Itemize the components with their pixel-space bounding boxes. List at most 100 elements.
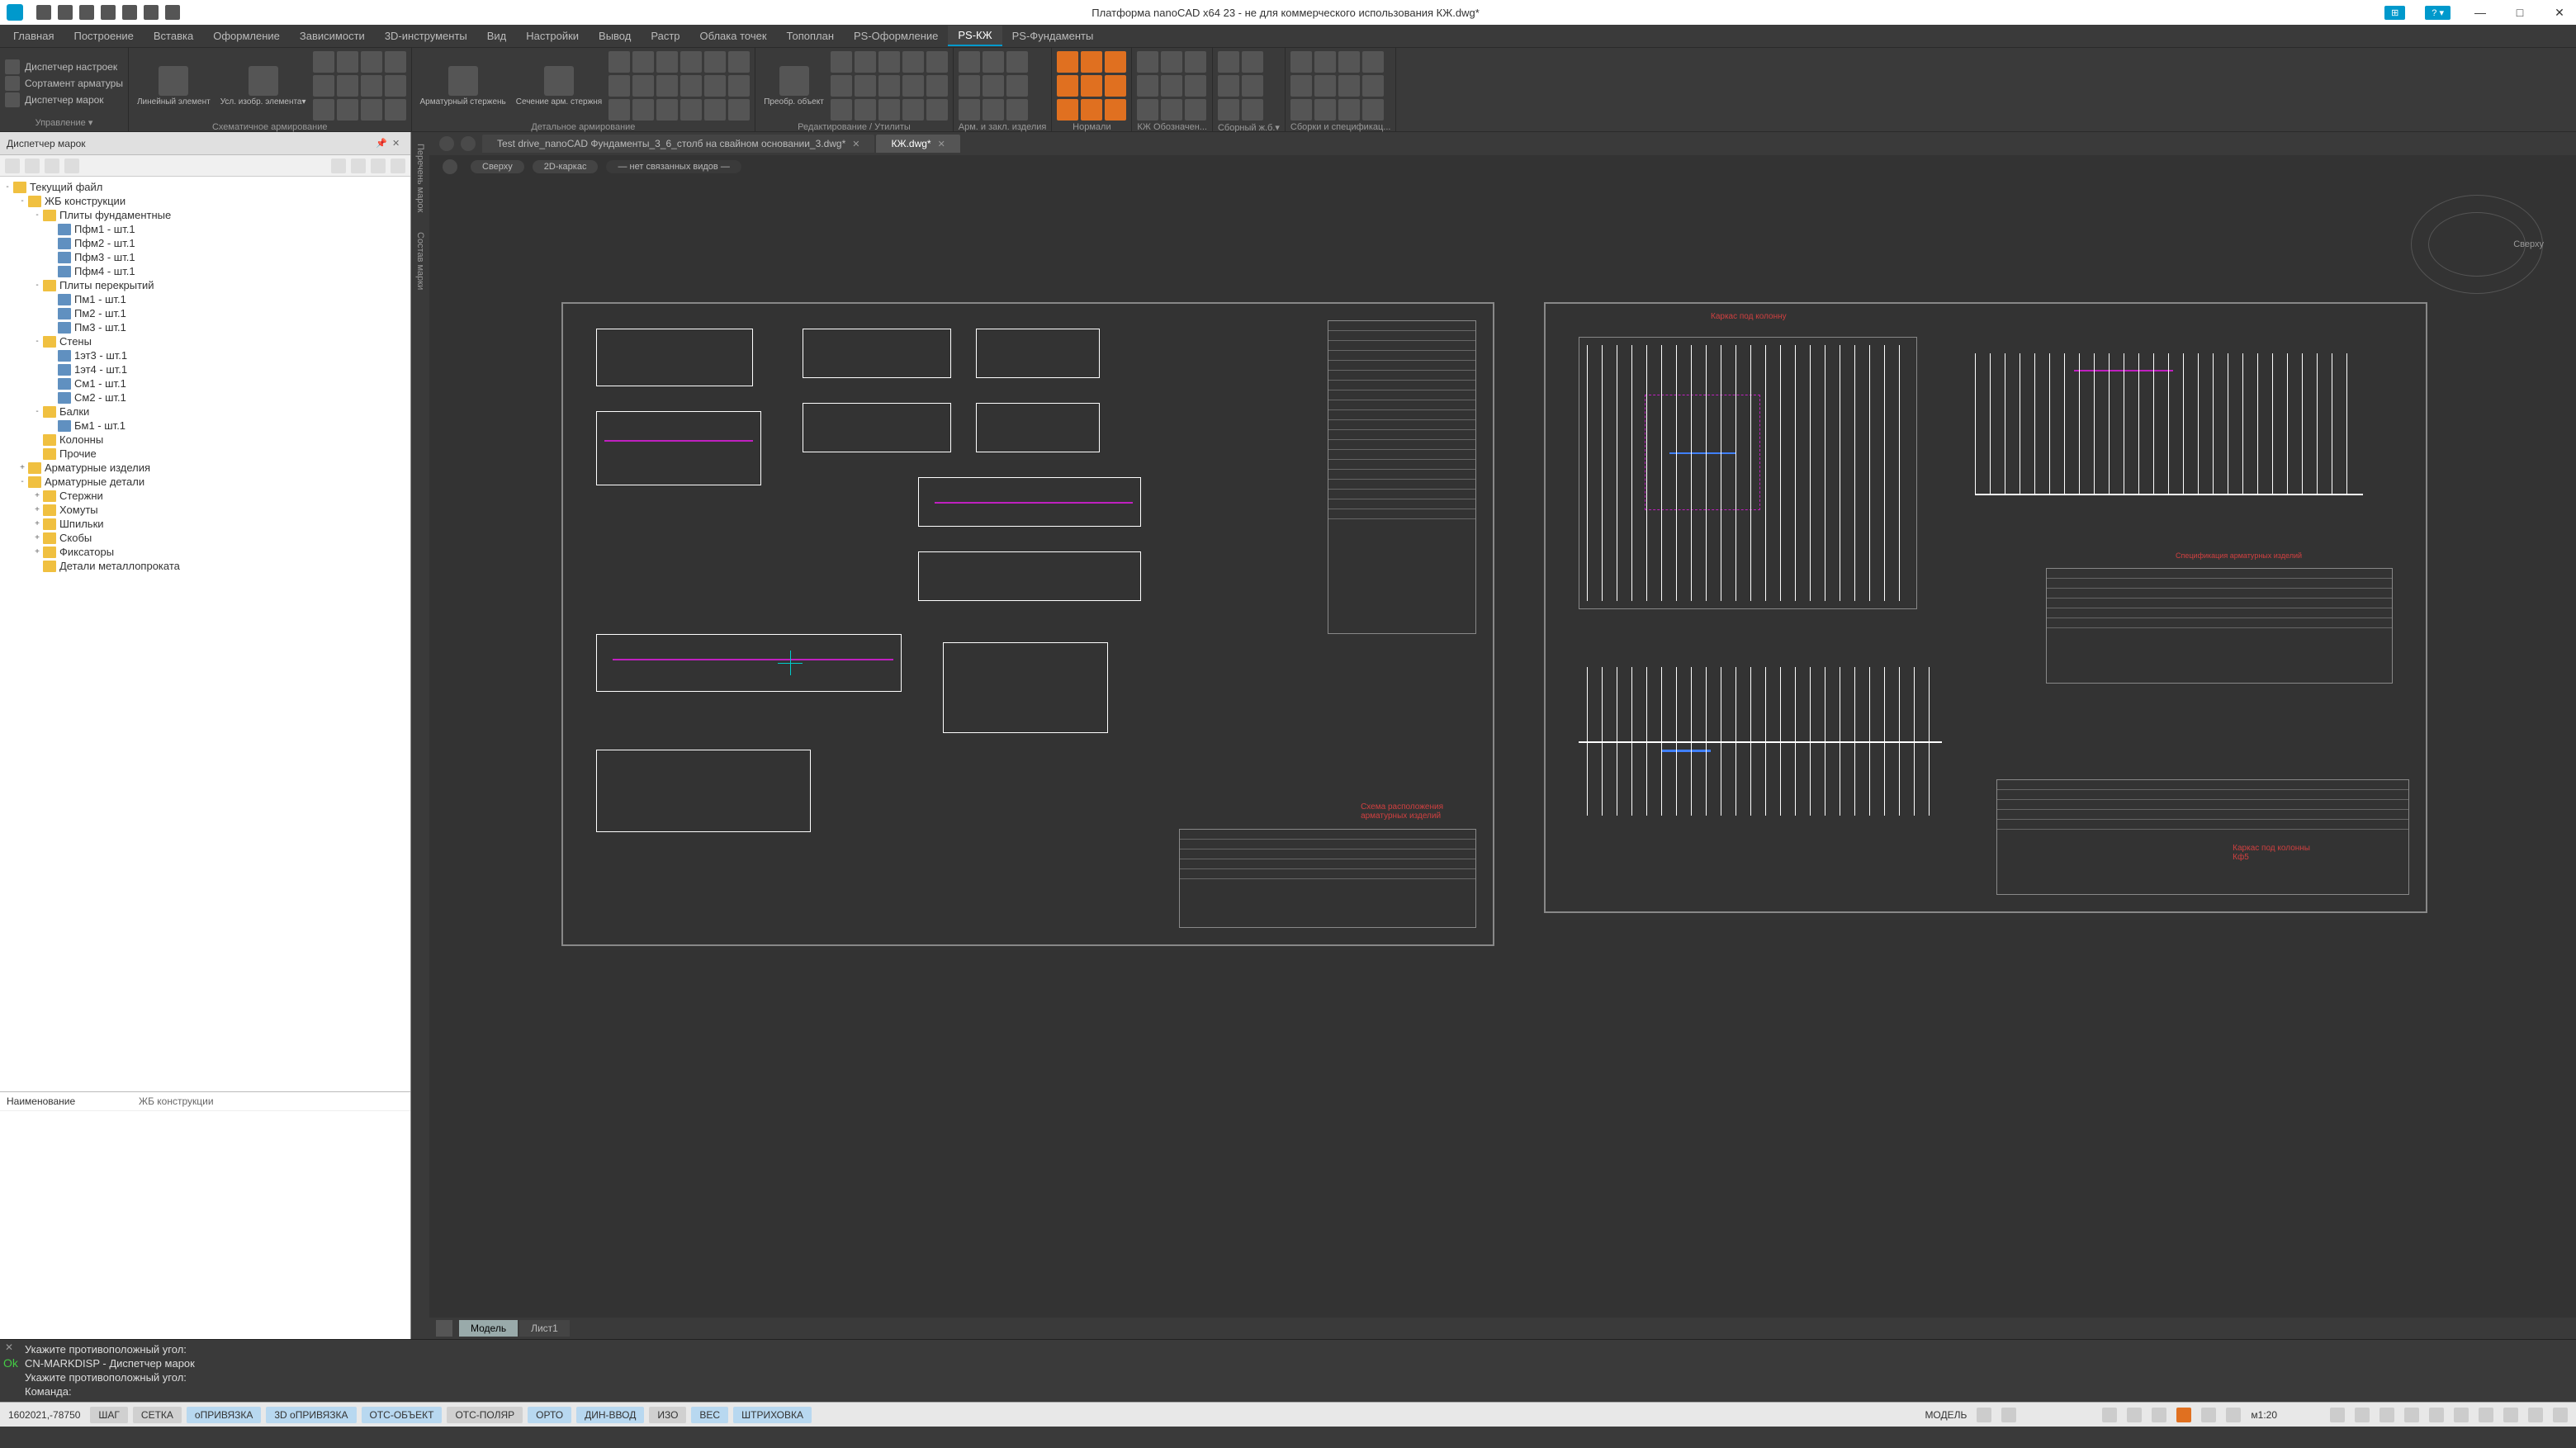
ribbon-btn-1-4[interactable]	[313, 75, 334, 97]
ribbon-btn-3-12[interactable]	[878, 99, 900, 121]
menu-item-7[interactable]: Настройки	[516, 26, 589, 45]
pt-btn-5[interactable]	[331, 159, 346, 173]
tree-node-0[interactable]: -Текущий файл	[2, 180, 409, 194]
ribbon-btn-7-3[interactable]	[1242, 75, 1263, 97]
file-tab-0[interactable]: Test drive_nanoCAD Фундаменты_3_6_столб …	[482, 135, 874, 153]
panel-close-icon[interactable]: ✕	[392, 138, 404, 149]
status-toggle-0[interactable]: ШАГ	[90, 1407, 128, 1423]
ribbon-small-item-0-1[interactable]: Сортамент арматуры	[5, 76, 123, 91]
qat-open-icon[interactable]	[58, 5, 73, 20]
pt-btn-7[interactable]	[371, 159, 386, 173]
ribbon-btn-1-8[interactable]	[313, 99, 334, 121]
tree-node-27[interactable]: Детали металлопроката	[2, 559, 409, 573]
status-toggle-2[interactable]: оПРИВЯЗКА	[187, 1407, 261, 1423]
tree-node-9[interactable]: Пм2 - шт.1	[2, 306, 409, 320]
ribbon-btn-1-7[interactable]	[385, 75, 406, 97]
ribbon-btn-2-14[interactable]	[656, 99, 678, 121]
drawing-canvas[interactable]: Сверху	[429, 178, 2576, 1318]
close-button[interactable]: ✕	[2550, 2, 2569, 22]
tree-node-7[interactable]: -Плиты перекрытий	[2, 278, 409, 292]
menu-item-12[interactable]: PS-Оформление	[844, 26, 948, 45]
pt-btn-1[interactable]	[5, 159, 20, 173]
ribbon-btn-3-9[interactable]	[926, 75, 948, 97]
help-button[interactable]: ? ▾	[2425, 6, 2451, 20]
ribbon-large-1-0[interactable]: Линейный элемент	[134, 64, 214, 108]
tab-sheet1[interactable]: Лист1	[519, 1320, 570, 1337]
ribbon-btn-6-1[interactable]	[1161, 51, 1182, 73]
menu-item-1[interactable]: Построение	[64, 26, 143, 45]
ribbon-btn-6-3[interactable]	[1137, 75, 1158, 97]
tree-node-26[interactable]: +Фиксаторы	[2, 545, 409, 559]
status-toggle-9[interactable]: ВЕС	[691, 1407, 728, 1423]
side-tab-list[interactable]: Перечень марок	[414, 139, 427, 217]
ribbon-btn-2-8[interactable]	[656, 75, 678, 97]
tree-node-16[interactable]: -Балки	[2, 405, 409, 419]
ribbon-btn-6-4[interactable]	[1161, 75, 1182, 97]
layout-switcher-icon[interactable]: ⊞	[2384, 6, 2405, 20]
ribbon-btn-2-7[interactable]	[632, 75, 654, 97]
ribbon-btn-2-0[interactable]	[608, 51, 630, 73]
ribbon-btn-2-15[interactable]	[680, 99, 702, 121]
ribbon-btn-5-5[interactable]	[1105, 75, 1126, 97]
menu-item-3[interactable]: Оформление	[203, 26, 290, 45]
ribbon-btn-2-10[interactable]	[704, 75, 726, 97]
ribbon-btn-1-0[interactable]	[313, 51, 334, 73]
status-toggle-6[interactable]: ОРТО	[528, 1407, 571, 1423]
tree-node-23[interactable]: +Хомуты	[2, 503, 409, 517]
view-nav[interactable]	[443, 159, 457, 174]
ribbon-btn-7-1[interactable]	[1242, 51, 1263, 73]
qat-undo-icon[interactable]	[122, 5, 137, 20]
ribbon-btn-4-1[interactable]	[983, 51, 1004, 73]
ribbon-large-1-1[interactable]: Усл. изобр. элемента▾	[217, 64, 310, 108]
view-pill-1[interactable]: 2D-каркас	[533, 160, 599, 173]
menu-item-10[interactable]: Облака точек	[690, 26, 777, 45]
sb-full-icon[interactable]	[2553, 1408, 2568, 1422]
file-tab-close-1[interactable]: ✕	[938, 139, 945, 149]
pt-btn-8[interactable]	[391, 159, 405, 173]
tree-node-15[interactable]: См2 - шт.1	[2, 390, 409, 405]
sb-pan-icon[interactable]	[2330, 1408, 2345, 1422]
ribbon-btn-5-0[interactable]	[1057, 51, 1078, 73]
sb-extents-icon[interactable]	[2379, 1408, 2394, 1422]
ribbon-btn-5-4[interactable]	[1081, 75, 1102, 97]
ribbon-btn-8-6[interactable]	[1338, 75, 1360, 97]
status-toggle-8[interactable]: ИЗО	[649, 1407, 686, 1423]
ribbon-btn-2-9[interactable]	[680, 75, 702, 97]
ribbon-btn-4-6[interactable]	[959, 99, 980, 121]
qat-saveall-icon[interactable]	[101, 5, 116, 20]
pt-btn-6[interactable]	[351, 159, 366, 173]
tree-node-18[interactable]: Колонны	[2, 433, 409, 447]
ribbon-btn-7-4[interactable]	[1218, 99, 1239, 121]
ribbon-small-item-0-2[interactable]: Диспетчер марок	[5, 92, 123, 107]
menu-item-11[interactable]: Топоплан	[777, 26, 844, 45]
qat-redo-icon[interactable]	[144, 5, 159, 20]
ribbon-btn-3-8[interactable]	[902, 75, 924, 97]
tree-node-19[interactable]: Прочие	[2, 447, 409, 461]
status-toggle-1[interactable]: СЕТКА	[133, 1407, 182, 1423]
tree-node-3[interactable]: Пфм1 - шт.1	[2, 222, 409, 236]
view-pill-2[interactable]: — нет связанных видов —	[606, 160, 741, 173]
pt-btn-3[interactable]	[45, 159, 59, 173]
status-toggle-3[interactable]: 3D оПРИВЯЗКА	[266, 1407, 356, 1423]
menu-item-14[interactable]: PS-Фундаменты	[1002, 26, 1104, 45]
ribbon-btn-8-1[interactable]	[1314, 51, 1336, 73]
sb-zoom-icon[interactable]	[2355, 1408, 2370, 1422]
ribbon-btn-2-11[interactable]	[728, 75, 750, 97]
ribbon-btn-3-6[interactable]	[855, 75, 876, 97]
status-toggle-10[interactable]: ШТРИХОВКА	[733, 1407, 812, 1423]
ribbon-btn-6-5[interactable]	[1185, 75, 1206, 97]
ribbon-btn-4-4[interactable]	[983, 75, 1004, 97]
ribbon-btn-3-0[interactable]	[831, 51, 852, 73]
ribbon-btn-1-6[interactable]	[361, 75, 382, 97]
sb-hw-icon[interactable]	[2503, 1408, 2518, 1422]
ribbon-btn-7-0[interactable]	[1218, 51, 1239, 73]
sb-clean-icon[interactable]	[2479, 1408, 2493, 1422]
ribbon-btn-4-8[interactable]	[1006, 99, 1028, 121]
sb-annot-icon[interactable]	[2226, 1408, 2241, 1422]
ribbon-btn-3-2[interactable]	[878, 51, 900, 73]
ribbon-large-2-1[interactable]: Сечение арм. стержня	[513, 64, 605, 108]
ribbon-btn-2-16[interactable]	[704, 99, 726, 121]
sb-walk-icon[interactable]	[2429, 1408, 2444, 1422]
menu-item-0[interactable]: Главная	[3, 26, 64, 45]
ribbon-btn-8-3[interactable]	[1362, 51, 1384, 73]
